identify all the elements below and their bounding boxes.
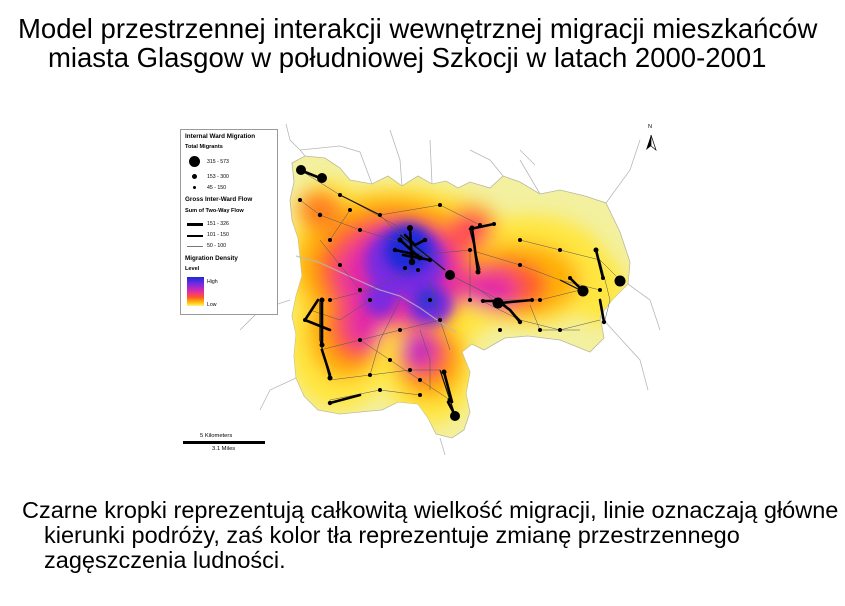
legend-dot-small: [193, 186, 196, 189]
legend-total-migrants-label: Total Migrants: [185, 144, 223, 150]
legend-line-thin: [187, 246, 203, 247]
glasgow-migration-map: [239, 123, 661, 456]
legend-dot-large: [189, 156, 200, 167]
legend-flow-label: Gross Inter-Ward Flow: [185, 196, 253, 203]
north-label: N: [648, 124, 652, 130]
legend-flow-class-2: 101 - 150: [207, 232, 229, 238]
flow-lines-thick: [298, 168, 606, 419]
legend-density-sublabel: Level: [185, 266, 200, 272]
migrant-dots: [296, 165, 626, 421]
legend-migrants-class-1: 315 - 573: [207, 159, 229, 165]
north-arrow-icon: [646, 134, 657, 152]
legend-title: Internal Ward Migration: [185, 133, 256, 140]
scale-bar: [183, 441, 265, 444]
legend-density-label: Migration Density: [185, 255, 238, 262]
scale-miles-label: 3.1 Miles: [212, 446, 236, 452]
slide-title: Model przestrzennej interakcji wewnętrzn…: [18, 13, 818, 73]
legend-line-medium: [187, 235, 203, 237]
legend-density-low: Low: [207, 302, 217, 308]
surrounding-boundaries: [239, 123, 661, 456]
legend-flow-sublabel: Sum of Two-Way Flow: [185, 208, 244, 214]
slide-caption: Czarne kropki reprezentują całkowitą wie…: [22, 497, 839, 573]
legend-flow-class-1: 151 - 326: [207, 221, 229, 227]
river: [295, 255, 457, 333]
scale-km-label: 5 Kilometers: [200, 433, 233, 439]
legend-dot-medium: [192, 174, 197, 179]
legend-migrants-class-2: 153 - 300: [207, 174, 229, 180]
legend-line-thick: [187, 223, 203, 226]
legend-migrants-class-3: 45 - 150: [207, 185, 227, 191]
map-legend: Internal Ward Migration Total Migrants 3…: [180, 129, 278, 315]
legend-flow-class-3: 50 - 100: [207, 243, 227, 249]
legend-density-ramp: [187, 277, 204, 306]
legend-density-high: High: [207, 279, 218, 285]
